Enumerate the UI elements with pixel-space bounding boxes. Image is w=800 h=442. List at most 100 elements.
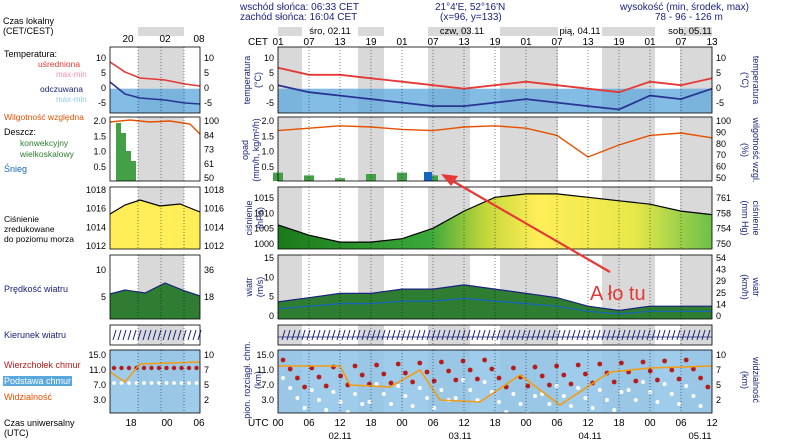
cloud-base-dot [360,402,365,406]
cloud-base-dot [425,396,429,400]
cloud-top-dot [561,372,567,378]
temp-tick-left: 10 [264,53,274,63]
cloud-base-dot [317,398,321,402]
cloud-base-dot [389,402,393,406]
left-wind-tick-right: 18 [204,292,214,302]
left-cloud-tick: 7.0 [93,380,106,390]
wind-barb [496,329,501,341]
temp-axis-title-right: (°C) [740,72,750,88]
cloud-top-dot [374,362,379,368]
wind-barb [376,329,381,341]
temp-title: Temperatura: [4,49,58,59]
cloud-top-dot [475,376,480,382]
wind-barb [596,329,601,341]
left-humidity-tick: 73 [204,145,214,155]
top-hour-label: 01 [520,37,532,48]
visibility-line [278,365,713,406]
cloud-base-dot [417,386,422,390]
humidity-axis-title: wilgotność wzgl. [751,116,761,182]
cloud-top-dot [583,371,588,377]
cloud-axis-title: pion. rozciągł. chm. [242,341,252,419]
cloud-top-dot [431,378,437,384]
wind-barb [576,329,581,341]
left-cloud-top-dot [149,365,154,371]
top-night-band [602,27,655,36]
top-hour-label: 19 [489,37,501,48]
wind-min-line [277,297,712,315]
left-wind-barb [132,329,137,341]
rain-tick-left: 2.0 [261,116,274,126]
left-pressure-area [110,200,200,249]
top-hour-label: 07 [427,37,439,48]
wind-barb [541,329,546,341]
cloud-base-dot [518,402,523,406]
humidity-tick-right: 60 [716,162,726,172]
left-cloud-top-dot [194,365,199,371]
cloud-base-dot [453,396,458,400]
cloud-base-dot [633,398,638,402]
wind-barb [486,329,491,341]
cloud-top-dot [611,379,617,385]
wind-barb [366,329,371,341]
cloud-top-dot [655,377,660,383]
wind-barb [551,329,556,341]
cloud-bg [278,350,712,413]
left-hour-label: 20 [122,34,134,45]
left-visibility-tick: 10 [204,350,214,360]
bottom-day-label: 02.11 [328,431,351,442]
bottom-day-label: 04.11 [578,431,601,442]
top-hour-label: 07 [551,37,563,48]
left-pressure-tick: 1014 [86,222,106,232]
cloud-base-dot [698,404,703,408]
cloud-base-dot [475,398,480,402]
cloud-top-dot [395,361,401,367]
bottom-hour-label: 18 [365,418,377,429]
wind-barb [671,329,676,341]
visibility-tick-right: 7 [716,365,721,375]
cloud-base-dot [554,384,559,388]
cloud-top-dot [417,360,423,366]
cloud-base-dot [302,406,307,410]
cloud-top-dot [539,373,545,379]
visibility-axis-title: widzialność [751,356,761,404]
bottom-hour-label: 00 [396,418,408,429]
cloud-base-dot [511,392,516,396]
cloud-top-dot [597,361,603,367]
left-panel-border [109,46,201,114]
top-hour-label: 13 [334,37,346,48]
left-wind-barb [112,329,117,341]
temp-panel-border [277,46,713,114]
cloud-base-dot [381,392,386,396]
wind-barb [586,329,591,341]
left-pressure-tick-right: 1016 [204,204,224,214]
cloud-base-dot [677,402,681,406]
bottom-day-label: 05.11 [688,431,711,442]
bottom-hour-label: 00 [644,418,656,429]
rain-night-band [680,117,712,181]
cloud-top-dot [287,366,293,372]
bottom-hour-label: 12 [458,418,470,429]
left-visibility-tick: 5 [204,380,209,390]
wind-barb [431,329,436,341]
rain-bar [397,172,407,181]
left-visibility-tick: 2 [204,395,209,405]
left-night-band [138,117,184,181]
wind-barb [636,329,641,341]
left-rain-bar [116,123,121,181]
cloud-base-dot [331,390,336,394]
rain-tick-left: 1.0 [261,147,274,157]
cloud-base-dot [324,408,329,412]
left-rain-tick: 1.0 [93,147,106,157]
cloud-base-dot [439,388,444,392]
wind-barb [291,329,296,341]
cloud-base-label: Podstawa chmur [3,376,73,386]
top-hour-label: 13 [582,37,594,48]
cloud-top-dot [453,377,459,383]
cloud-base-dot [705,414,710,418]
cloud-top-dot [403,370,408,376]
cloud-top-dot [410,379,415,385]
left-wind-barb [147,329,152,341]
cloud-base-dot [367,400,372,404]
wind-tick-left: 10 [264,272,274,282]
